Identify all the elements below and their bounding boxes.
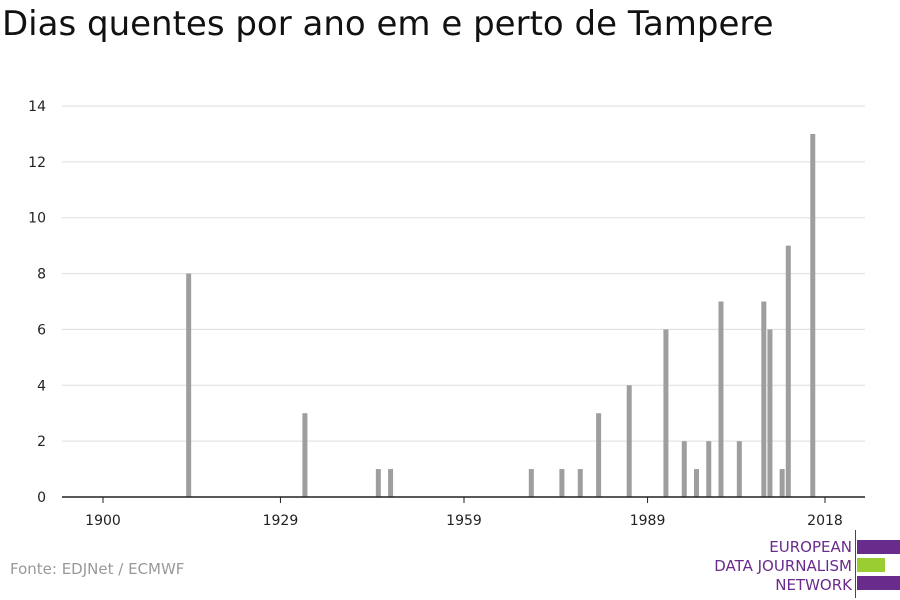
x-tick-label: 1929 [263,513,299,529]
bar [785,245,791,497]
logo-divider [855,530,856,598]
y-tick-label: 10 [28,211,46,227]
bar [694,469,700,497]
logo-bar-middle [857,558,885,572]
logo-text-line3: NETWORK [775,576,852,594]
bar [779,469,785,497]
bar [596,413,602,497]
bar [767,329,773,497]
source-note: Fonte: EDJNet / ECMWF [10,560,185,578]
y-tick-label: 4 [37,378,46,394]
x-tick-labels: 1900 1929 1959 1989 2018 [85,513,843,529]
x-tick-label: 2018 [807,513,843,529]
bar [810,133,816,497]
bar [663,329,669,497]
bar [706,441,712,497]
bar [559,469,565,497]
bar [577,469,583,497]
bar [375,469,381,497]
y-tick-label: 12 [28,155,46,171]
logo-text-line2: DATA JOURNALISM [714,557,852,575]
y-tick-label: 0 [37,490,46,506]
logo-bar-bottom [857,576,900,590]
bar [302,413,308,497]
bar [718,301,724,497]
bar [528,469,534,497]
y-tick-label: 6 [37,322,46,338]
logo-text-line1: EUROPEAN [769,538,852,556]
bar [681,441,687,497]
bar [626,385,632,497]
grid-lines [62,105,865,442]
x-tick-label: 1959 [446,513,482,529]
logo-bar-top [857,540,900,554]
bar [761,301,767,497]
bar [186,273,192,497]
bars [186,133,816,497]
y-tick-labels: 0 2 4 6 8 10 12 14 [28,99,46,506]
y-tick-label: 14 [28,99,46,115]
y-tick-label: 2 [37,434,46,450]
chart-title: Dias quentes por ano em e perto de Tampe… [2,4,774,44]
x-tick-label: 1989 [630,513,666,529]
bar [388,469,394,497]
y-tick-label: 8 [37,267,46,283]
x-tick-label: 1900 [85,513,121,529]
bar [736,441,742,497]
x-axis [62,496,865,503]
